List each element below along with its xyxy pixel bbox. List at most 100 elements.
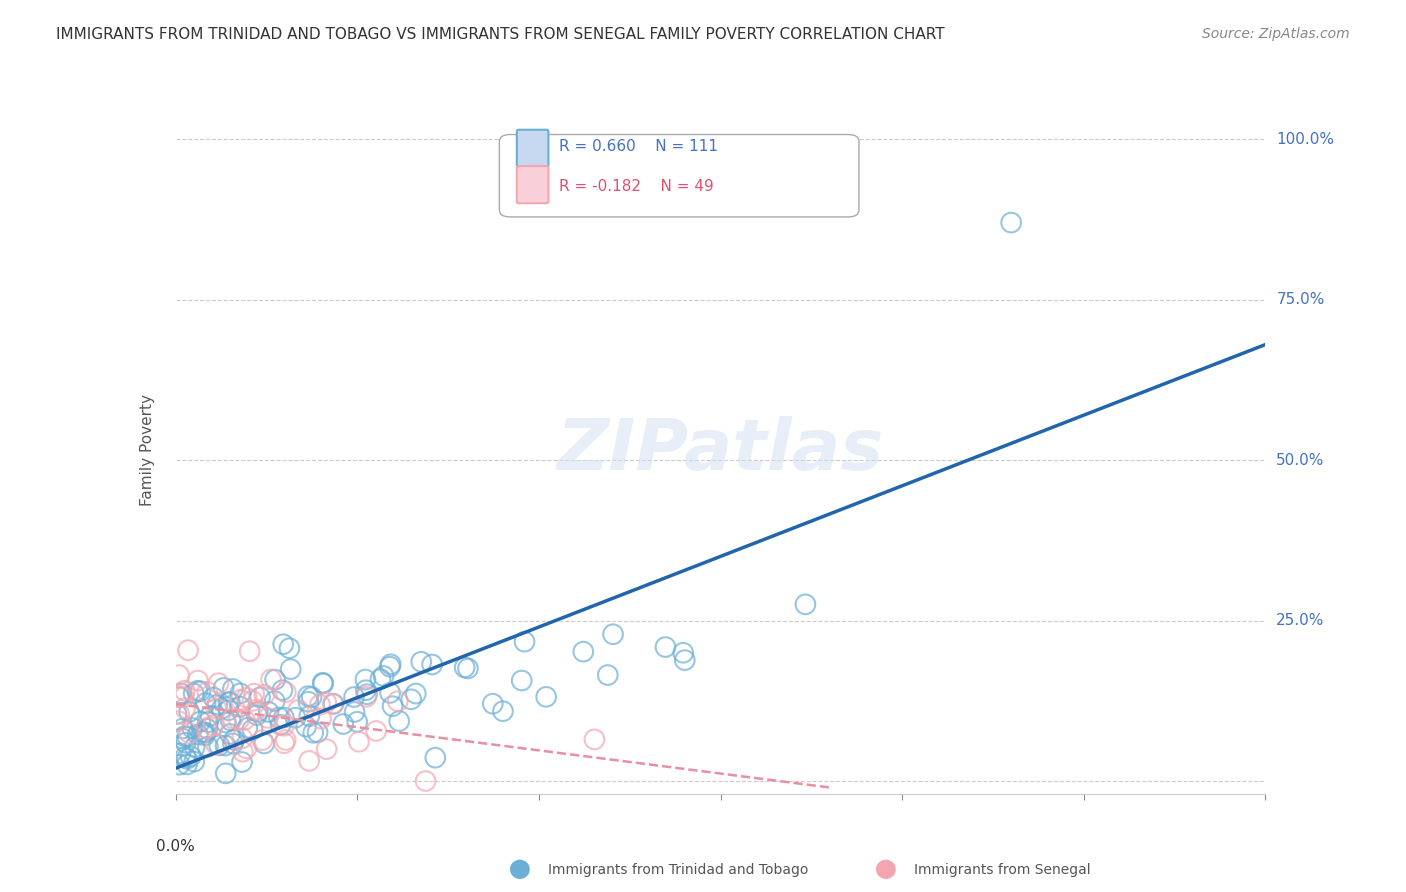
FancyBboxPatch shape (517, 166, 548, 203)
Point (219, 727, 242, 741)
Point (354, 683, 377, 698)
Point (354, 673, 377, 687)
Point (315, 695, 337, 709)
Text: Immigrants from Trinidad and Tobago: Immigrants from Trinidad and Tobago (548, 863, 808, 877)
Point (218, 695, 240, 709)
Point (181, 721, 204, 735)
Point (215, 766, 238, 780)
Point (332, 717, 354, 731)
Point (202, 718, 225, 732)
Point (190, 714, 212, 729)
Point (322, 697, 344, 711)
Y-axis label: Family Poverty: Family Poverty (141, 394, 155, 507)
Point (194, 696, 217, 710)
Point (534, 690, 557, 704)
Point (183, 755, 205, 769)
Point (228, 713, 250, 727)
Point (572, 645, 595, 659)
Point (187, 728, 209, 742)
Point (170, 686, 193, 700)
Point (222, 681, 245, 696)
Point (309, 698, 332, 712)
Point (176, 730, 198, 744)
Point (224, 732, 246, 747)
Point (174, 701, 197, 715)
Point (312, 676, 335, 690)
Point (602, 627, 624, 641)
Point (179, 705, 201, 719)
Point (513, 634, 536, 648)
Point (229, 692, 252, 706)
Text: R = 0.660    N = 111: R = 0.660 N = 111 (560, 139, 718, 154)
Point (217, 703, 239, 717)
Point (187, 683, 209, 698)
Point (194, 728, 217, 742)
Point (583, 732, 606, 747)
Point (373, 669, 395, 683)
Point (194, 725, 217, 739)
Point (510, 673, 533, 688)
Point (309, 712, 332, 726)
Point (169, 757, 191, 772)
Point (388, 714, 411, 728)
Point (197, 722, 219, 736)
Point (195, 721, 218, 735)
Point (202, 690, 225, 705)
Point (183, 740, 205, 755)
Point (246, 705, 269, 719)
Point (457, 661, 479, 675)
FancyBboxPatch shape (499, 135, 859, 217)
Point (242, 694, 264, 708)
Point (356, 687, 378, 701)
Point (381, 699, 404, 714)
Point (260, 673, 283, 687)
Point (673, 653, 696, 667)
Point (249, 690, 271, 705)
Point (481, 697, 503, 711)
Point (231, 755, 253, 769)
Point (270, 718, 292, 732)
Point (301, 690, 323, 704)
Point (273, 719, 295, 733)
FancyBboxPatch shape (517, 129, 548, 167)
Point (219, 714, 242, 728)
Point (492, 704, 515, 718)
Point (174, 736, 197, 750)
Point (297, 695, 319, 709)
Text: 100.0%: 100.0% (1277, 132, 1334, 146)
Text: ⬤: ⬤ (509, 860, 531, 880)
Point (298, 754, 321, 768)
Point (242, 723, 264, 737)
Point (274, 733, 297, 747)
Point (232, 745, 254, 759)
Point (205, 738, 228, 752)
Point (252, 733, 274, 747)
Point (173, 683, 195, 698)
Point (347, 735, 370, 749)
Point (278, 641, 301, 656)
Point (246, 708, 269, 723)
Point (425, 750, 447, 764)
Point (415, 774, 437, 789)
Point (380, 657, 402, 672)
Point (378, 659, 401, 673)
Point (253, 736, 276, 750)
Point (411, 655, 433, 669)
Point (179, 726, 201, 740)
Point (173, 690, 195, 705)
Text: ⬤: ⬤ (875, 860, 897, 880)
Point (405, 687, 427, 701)
Point (211, 701, 233, 715)
Point (197, 715, 219, 730)
Point (322, 697, 344, 711)
Point (214, 739, 236, 753)
Text: 50.0%: 50.0% (1277, 452, 1324, 467)
Point (295, 720, 318, 734)
Text: 25.0%: 25.0% (1277, 613, 1324, 628)
Point (169, 690, 191, 704)
Point (167, 714, 190, 728)
Point (236, 721, 259, 735)
Point (257, 711, 280, 725)
Point (167, 668, 190, 682)
Point (190, 684, 212, 698)
